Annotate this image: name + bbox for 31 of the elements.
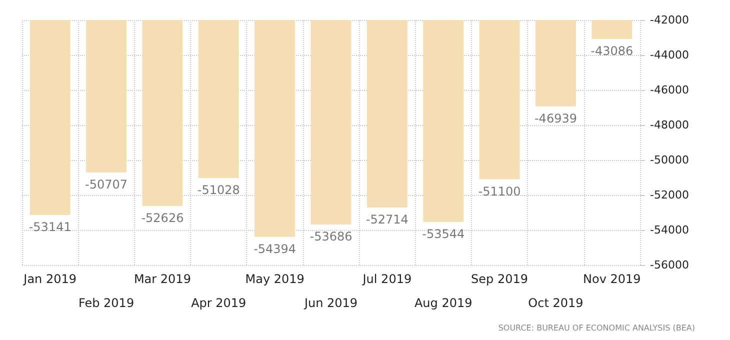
data-label: -53544 <box>422 227 465 242</box>
y-tick-label: -56000 <box>650 258 689 272</box>
y-tick-label: -54000 <box>650 224 689 236</box>
y-tick-label: -44000 <box>650 48 689 62</box>
x-tick-label: Nov 2019 <box>583 272 641 286</box>
x-tick-label: Jul 2019 <box>362 272 412 286</box>
y-tick-label: -46000 <box>650 84 689 96</box>
x-tick-label: Apr 2019 <box>191 296 246 310</box>
data-label: -50707 <box>85 177 128 192</box>
x-tick-label: Sep 2019 <box>471 272 528 286</box>
x-tick-label: Aug 2019 <box>414 296 472 310</box>
data-label: -53686 <box>310 230 352 244</box>
y-tick-label: -52000 <box>650 188 689 202</box>
data-label: -43086 <box>590 44 634 58</box>
source-note: SOURCE: BUREAU OF ECONOMIC ANALYSIS (BEA) <box>498 324 696 332</box>
data-label: -53141 <box>28 220 72 234</box>
data-label: -52714 <box>366 212 408 226</box>
x-tick-label: Mar 2019 <box>134 272 191 286</box>
data-label: -51100 <box>478 184 521 198</box>
data-label: -54394 <box>254 242 296 256</box>
x-tick-label: Jan 2019 <box>22 272 77 286</box>
data-label: -51028 <box>197 182 240 197</box>
x-tick-label: Feb 2019 <box>78 296 134 310</box>
y-tick-label: -48000 <box>650 118 689 132</box>
y-tick-label: -50000 <box>650 154 689 166</box>
data-label: -52626 <box>141 210 184 225</box>
data-label: -46939 <box>534 111 577 126</box>
x-tick-label: May 2019 <box>245 272 304 286</box>
y-tick-label: -42000 <box>650 14 689 26</box>
x-tick-label: Jun 2019 <box>303 296 358 310</box>
x-tick-label: Oct 2019 <box>528 296 584 310</box>
